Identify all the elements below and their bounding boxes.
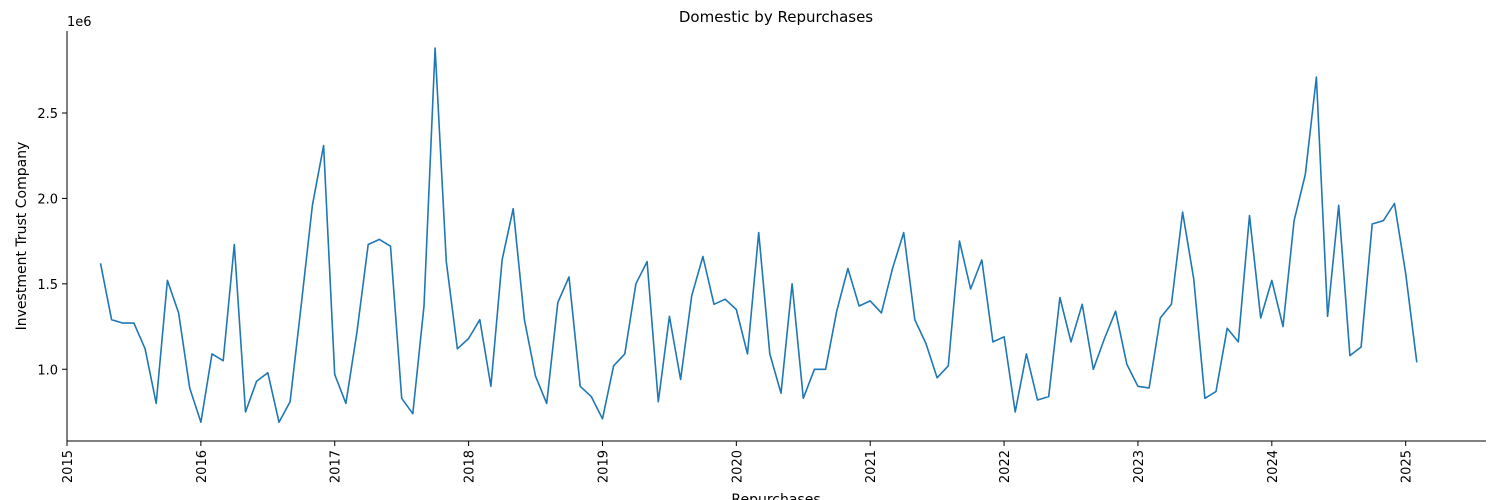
series-line [99, 47, 1418, 423]
x-tick-label: 2015 [61, 450, 76, 483]
y-multiplier-label: 1e6 [67, 15, 92, 30]
y-tick-label: 2.5 [37, 107, 58, 122]
x-axis-label: Repurchases [731, 492, 820, 500]
x-tick-label: 2022 [998, 450, 1013, 483]
y-tick-label: 1.0 [37, 363, 58, 378]
x-tick-label: 2025 [1400, 450, 1415, 483]
x-tick-label: 2018 [463, 450, 478, 483]
y-axis-ticks: 1.0 1.5 2.0 2.5 [37, 107, 67, 378]
x-tick-label: 2019 [596, 450, 611, 483]
x-tick-label: 2017 [329, 450, 344, 483]
x-tick-label: 2016 [195, 450, 210, 483]
y-tick-label: 1.5 [37, 278, 58, 293]
x-tick-label: 2020 [730, 450, 745, 483]
x-axis-ticks: 2015 2016 2017 2018 2019 2020 2021 2022 2023 2024… [61, 441, 1415, 483]
x-tick-label: 2023 [1132, 450, 1147, 483]
x-tick-label: 2021 [864, 450, 879, 483]
y-axis-label: Investment Trust Company [14, 142, 30, 331]
x-tick-label: 2024 [1266, 450, 1281, 483]
y-tick-label: 2.0 [37, 192, 58, 207]
chart-title: Domestic by Repurchases [679, 8, 873, 26]
